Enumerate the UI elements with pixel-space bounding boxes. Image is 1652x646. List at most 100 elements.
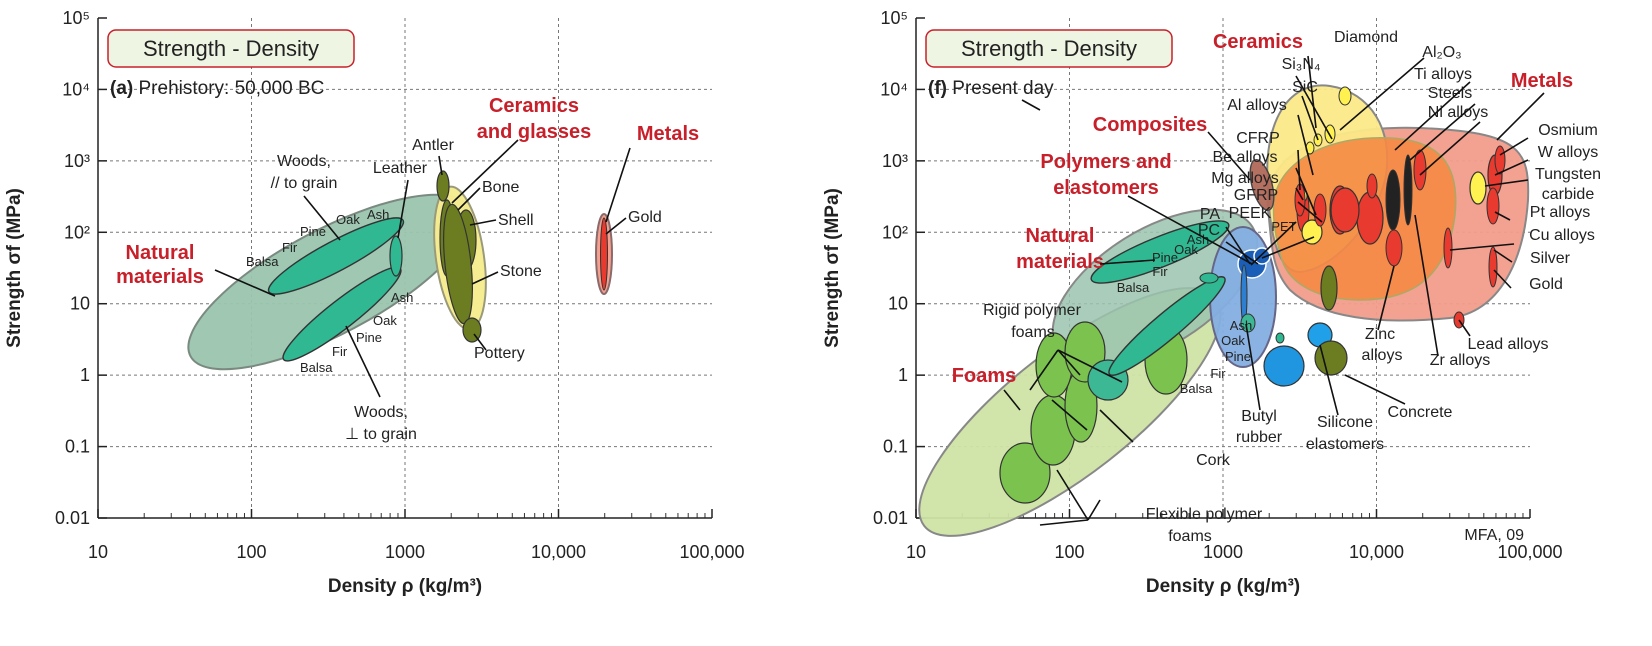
leader-line — [1297, 201, 1323, 223]
material-label: Ash — [1230, 318, 1252, 333]
butyl-bubble — [1263, 345, 1305, 387]
leader-line — [1029, 349, 1059, 391]
label-pine-par: Pine — [300, 224, 326, 239]
material-label: Tungsten — [1535, 166, 1601, 183]
leader-line — [1003, 389, 1021, 411]
metal-bubble — [1330, 187, 1360, 233]
leader-line — [605, 217, 627, 235]
x-tick-label: 1000 — [1203, 542, 1243, 562]
material-label: Silver — [1530, 250, 1571, 267]
leader-line — [1225, 226, 1251, 265]
leader-line — [1414, 214, 1439, 357]
x-tick-label: 100,000 — [1497, 542, 1562, 562]
material-label: Cork — [1196, 452, 1231, 469]
x-axis-label: Density ρ (kg/m³) — [328, 576, 482, 597]
material-label: Zinc — [1365, 326, 1395, 343]
leader-line — [1261, 236, 1315, 259]
material-label: Pine — [1225, 349, 1251, 364]
leader-line — [473, 333, 487, 351]
material-label: elastomers — [1306, 436, 1384, 453]
y-tick-label: 10³ — [64, 151, 90, 171]
material-label: Pt alloys — [1530, 204, 1590, 221]
leader-line — [469, 219, 497, 226]
leader-line — [1295, 167, 1317, 216]
metal-bubble — [1366, 173, 1378, 199]
material-label: Silicone — [1317, 414, 1373, 431]
leader-line — [1419, 121, 1481, 176]
leader-line — [1127, 195, 1253, 265]
class-label-ceramics: Ceramics — [1213, 31, 1303, 53]
material-label: Oak — [1221, 333, 1245, 348]
osmium-bubble — [1494, 145, 1506, 175]
material-label: Balsa — [1180, 381, 1213, 396]
leader-line — [1484, 179, 1529, 187]
leader-line — [1458, 319, 1471, 337]
leader-line — [1493, 269, 1512, 289]
y-tick-label: 10⁵ — [881, 8, 908, 28]
y-tick-label: 10² — [64, 222, 90, 242]
material-label: Butyl — [1241, 408, 1277, 425]
tungsten-carbide-bubble — [1469, 171, 1487, 205]
leader-line — [1493, 249, 1513, 263]
x-tick-label: 10,000 — [1349, 542, 1404, 562]
leather-bubble — [389, 235, 403, 277]
leader-line — [1295, 75, 1333, 140]
material-label: Gold — [1529, 276, 1563, 293]
label-oak-perp: Oak — [373, 313, 397, 328]
label-balsa-par: Balsa — [246, 254, 279, 269]
leader-line — [1225, 241, 1259, 265]
leader-line — [1394, 81, 1471, 151]
leader-line — [397, 179, 409, 239]
class-label-natural: Natural — [1026, 225, 1095, 247]
label-fir-par: Fir — [282, 240, 298, 255]
cu-alloys-bubble — [1443, 227, 1453, 269]
material-label: rubber — [1236, 429, 1283, 446]
label-woods-parallel: // to grain — [271, 175, 338, 192]
ceramic-bubble — [1301, 219, 1323, 245]
y-tick-label: 10 — [888, 294, 908, 314]
composites-envelope — [1249, 159, 1275, 211]
leader-line — [1499, 137, 1529, 156]
leader-line — [1051, 399, 1088, 431]
leader-line — [1087, 499, 1101, 521]
polymer-bubble — [1253, 247, 1271, 265]
material-label: Flexible polymer — [1146, 506, 1263, 523]
material-label: alloys — [1362, 347, 1403, 364]
y-tick-label: 10 — [70, 294, 90, 314]
class-label-natural: materials — [116, 266, 204, 288]
leader-line — [1344, 374, 1406, 405]
leader-line — [1449, 243, 1515, 251]
chart-title-box — [107, 29, 355, 68]
class-label-foams: Foams — [952, 365, 1016, 387]
material-label: Ni alloys — [1428, 104, 1488, 121]
ni-alloys-bubble — [1385, 169, 1401, 231]
material-label: foams — [1168, 528, 1212, 545]
ceramic-small-bubble — [1320, 265, 1338, 311]
material-label: Mg alloys — [1211, 170, 1279, 187]
leader-line — [1494, 159, 1529, 176]
pt-alloys-bubble — [1486, 187, 1500, 225]
material-label: Be alloys — [1213, 149, 1278, 166]
label-woods-perpendicular: ⊥ to grain — [345, 426, 417, 443]
leader-line — [1301, 95, 1319, 141]
chart-subtitle: (f) Present day — [928, 78, 1054, 99]
material-label: PC — [1198, 222, 1220, 239]
y-tick-label: 0.1 — [883, 437, 908, 457]
leader-line — [1307, 55, 1317, 129]
material-label: Fir — [1210, 366, 1226, 381]
woods-parallel-bubble — [267, 217, 405, 295]
leader-line — [1295, 187, 1304, 201]
material-label: W alloys — [1538, 144, 1598, 161]
x-tick-label: 10 — [88, 542, 108, 562]
material-label: GFRP — [1234, 187, 1278, 204]
leader-line — [303, 195, 341, 241]
leader-line — [1057, 349, 1081, 376]
material-label: Pine — [1152, 250, 1178, 265]
y-tick-label: 0.01 — [55, 508, 90, 528]
material-label: SiC — [1292, 79, 1318, 96]
y-axis-label: Strength σf (MPa) — [822, 188, 843, 348]
woods-perpendicular-bubble — [1108, 276, 1226, 376]
class-label-metals: Metals — [1511, 70, 1573, 92]
material-label: CFRP — [1236, 130, 1280, 147]
